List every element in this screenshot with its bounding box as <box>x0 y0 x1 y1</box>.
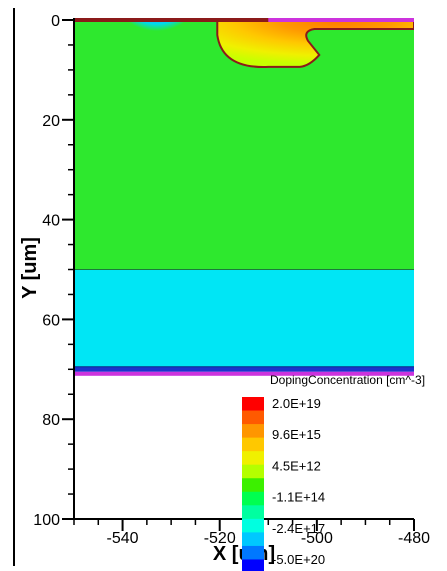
x-tick-label: -480 <box>398 530 430 547</box>
legend-entry-label: -5.0E+20 <box>272 552 325 567</box>
left-implant-region <box>126 18 187 42</box>
legend-color-step <box>242 491 264 506</box>
y-axis-ticks: 0 20 40 60 80 100 <box>33 13 74 529</box>
legend-color-step <box>242 437 264 452</box>
legend-entry-label: 4.5E+12 <box>272 458 321 473</box>
bottom-contact <box>74 371 414 376</box>
legend-labels: 2.0E+19 9.6E+15 4.5E+12 -1.1E+14 -2.4E+17 -5.… <box>272 396 325 567</box>
color-legend: DopingConcentration [cm^-3] 2.0E+19 9.6E+… <box>242 373 425 571</box>
legend-color-step <box>242 410 264 425</box>
y-tick-label: 60 <box>42 312 60 329</box>
legend-color-step <box>242 451 264 466</box>
substrate-region <box>74 269 414 367</box>
legend-color-step <box>242 424 264 439</box>
back-contact-layer-region <box>74 366 414 372</box>
legend-entry-label: 2.0E+19 <box>272 396 321 411</box>
legend-color-step <box>242 545 264 561</box>
legend-colorbar <box>242 397 264 571</box>
x-tick-label: -500 <box>301 530 333 547</box>
legend-entry-label: -1.1E+14 <box>272 490 325 505</box>
legend-entry-label: -2.4E+17 <box>272 521 325 536</box>
y-tick-label: 20 <box>42 113 60 130</box>
y-tick-label: 40 <box>42 213 60 230</box>
legend-color-step <box>242 518 264 533</box>
top-contact <box>268 18 414 22</box>
legend-entry-label: 9.6E+15 <box>272 427 321 442</box>
legend-color-step <box>242 478 264 493</box>
device-regions <box>74 18 414 376</box>
legend-color-step <box>242 505 264 520</box>
y-tick-label: 80 <box>42 412 60 429</box>
legend-title: DopingConcentration [cm^-3] <box>270 373 425 387</box>
legend-color-step <box>242 532 264 547</box>
x-tick-label: -540 <box>107 530 139 547</box>
x-axis-ticks: -540 -520 -500 -480 <box>73 519 430 547</box>
legend-color-step <box>242 464 264 479</box>
legend-color-step <box>242 397 264 412</box>
legend-color-step <box>242 559 264 571</box>
x-tick-label: -520 <box>204 530 236 547</box>
y-tick-label: 0 <box>51 13 60 30</box>
y-axis-label: Y [um] <box>19 237 41 299</box>
right-well-region <box>216 19 414 68</box>
top-junction-layer <box>74 18 414 22</box>
y-tick-label: 100 <box>33 512 60 529</box>
